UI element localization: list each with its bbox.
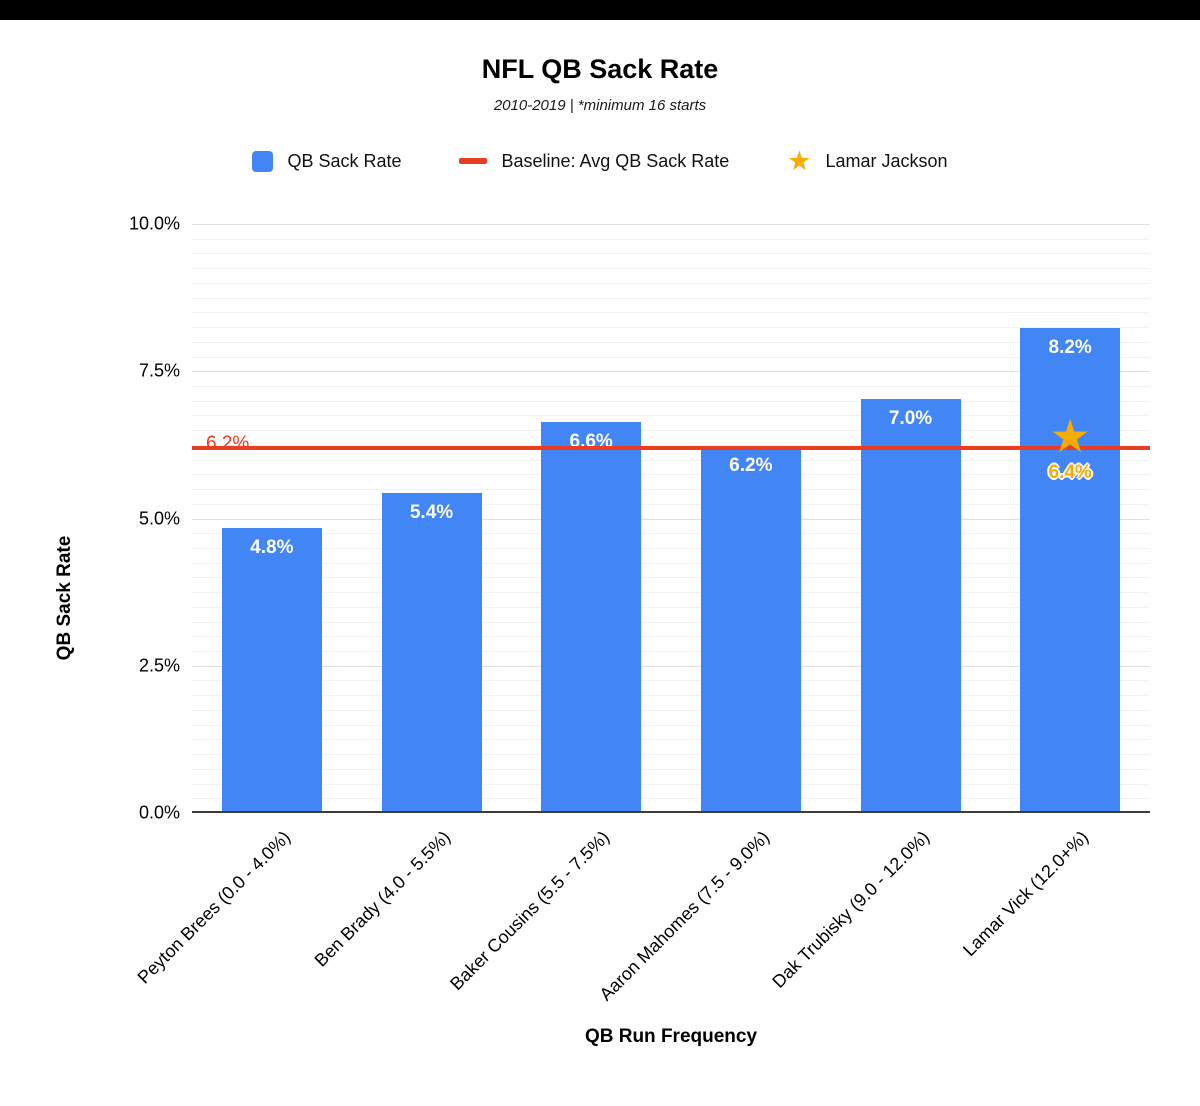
legend-square-swatch-icon — [252, 150, 274, 172]
x-axis-tick-labels: Peyton Brees (0.0 - 4.0%) Ben Brady (4.0 … — [0, 827, 1200, 1027]
x-tick-label: Dak Trubisky (9.0 - 12.0%) — [767, 827, 933, 992]
legend-line-swatch-icon — [459, 158, 488, 164]
minor-gridline — [192, 327, 1150, 329]
minor-gridline — [192, 253, 1150, 255]
bar-4: 6.2% — [700, 445, 801, 811]
bar-6: 8.2% — [1020, 328, 1121, 811]
minor-gridline — [192, 459, 1150, 461]
minor-gridline — [192, 430, 1150, 432]
minor-gridline — [192, 592, 1150, 594]
x-tick-label: Ben Brady (4.0 - 5.5%) — [310, 827, 454, 971]
bar-value-label: 4.8% — [250, 537, 294, 559]
major-gridline — [192, 518, 1150, 520]
minor-gridline — [192, 680, 1150, 682]
minor-gridline — [192, 489, 1150, 491]
y-tick-label: 5.0% — [138, 508, 180, 528]
minor-gridline — [192, 783, 1150, 785]
major-gridline — [192, 665, 1150, 667]
bar-value-label: 8.2% — [1048, 337, 1092, 359]
lamar-jackson-star-icon: ★ — [1049, 410, 1091, 463]
minor-gridline — [192, 356, 1150, 358]
minor-gridline — [192, 444, 1150, 446]
minor-gridline — [192, 503, 1150, 505]
minor-gridline — [192, 312, 1150, 314]
minor-gridline — [192, 636, 1150, 638]
minor-gridline — [192, 297, 1150, 299]
legend-item: QB Sack Rate — [252, 150, 402, 172]
bar-value-label: 5.4% — [409, 501, 454, 523]
minor-gridline — [192, 606, 1150, 608]
legend-label: Baseline: Avg QB Sack Rate — [501, 150, 730, 171]
y-tick-label: 2.5% — [138, 655, 180, 676]
minor-gridline — [192, 754, 1150, 756]
bar-2: 5.4% — [381, 492, 482, 811]
minor-gridline — [192, 562, 1150, 564]
baseline-value-label: 6.2% — [206, 432, 250, 454]
minor-gridline — [192, 577, 1150, 579]
major-gridline — [192, 371, 1150, 373]
minor-gridline — [192, 739, 1150, 741]
minor-gridline — [192, 400, 1150, 402]
y-axis-tick-labels: 0.0% 2.5% 5.0% 7.5% 10.0% — [0, 214, 180, 823]
bar-value-label: 6.6% — [569, 431, 613, 453]
bar-5: 7.0% — [860, 398, 961, 811]
minor-gridline — [192, 238, 1150, 240]
minor-gridline — [192, 695, 1150, 697]
x-tick-label: Lamar Vick (12.0+%) — [959, 827, 1093, 961]
x-axis-title: QB Run Frequency — [584, 1026, 758, 1047]
x-tick-label: Aaron Mahomes (7.5 - 9.0%) — [595, 827, 773, 1005]
minor-gridline — [192, 385, 1150, 387]
minor-gridline — [192, 341, 1150, 343]
minor-gridline — [192, 474, 1150, 476]
legend-label: QB Sack Rate — [287, 150, 402, 171]
x-tick-label: Peyton Brees (0.0 - 4.0%) — [133, 827, 294, 988]
marker-value-label: 6.4% — [1048, 462, 1092, 484]
minor-gridline — [192, 768, 1150, 770]
bar-1: 4.8% — [221, 528, 322, 811]
bar-value-label: 6.2% — [729, 454, 773, 476]
chart-subtitle: 2010-2019 | *minimum 16 starts — [493, 97, 707, 114]
legend-item: Baseline: Avg QB Sack Rate — [459, 151, 729, 172]
bar-3: 6.6% — [541, 422, 642, 811]
x-tick-label: Baker Cousins (5.5 - 7.5%) — [446, 827, 614, 994]
legend-item: ★ Lamar Jackson — [787, 146, 948, 176]
minor-gridline — [192, 651, 1150, 653]
legend-label: Lamar Jackson — [825, 150, 948, 171]
y-tick-label: 10.0% — [128, 213, 180, 234]
major-gridline — [192, 224, 1150, 225]
plot-area: 4.8% 5.4% 6.6% 6.2% 7.0% 8.2% 6.2% ★ 6.4% — [192, 224, 1150, 813]
legend-star-swatch-icon: ★ — [787, 146, 812, 176]
minor-gridline — [192, 268, 1150, 270]
minor-gridline — [192, 798, 1150, 800]
minor-gridline — [192, 709, 1150, 711]
y-tick-label: 7.5% — [138, 360, 180, 381]
minor-gridline — [192, 415, 1150, 417]
bar-value-label: 7.0% — [888, 407, 933, 429]
chart-title: NFL QB Sack Rate — [481, 54, 719, 84]
minor-gridline — [192, 621, 1150, 623]
minor-gridline — [192, 547, 1150, 549]
baseline-line — [192, 445, 1150, 450]
minor-gridline — [192, 282, 1150, 284]
minor-gridline — [192, 533, 1150, 535]
y-tick-label: 0.0% — [138, 802, 180, 823]
top-bar — [0, 0, 1200, 20]
legend: QB Sack Rate Baseline: Avg QB Sack Rate ★ L… — [0, 146, 1200, 176]
minor-gridline — [192, 724, 1150, 726]
